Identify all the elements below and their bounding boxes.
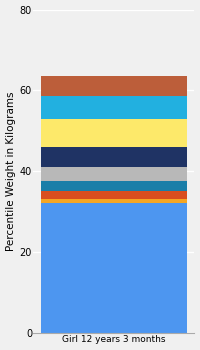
Bar [41, 147, 187, 167]
Bar [41, 203, 187, 332]
Bar [41, 181, 187, 191]
Bar [41, 191, 187, 198]
Y-axis label: Percentile Weight in Kilograms: Percentile Weight in Kilograms [6, 91, 16, 251]
Bar [41, 119, 187, 147]
Bar [41, 96, 187, 119]
Bar [41, 198, 187, 203]
Bar [41, 167, 187, 181]
Bar [41, 76, 187, 96]
